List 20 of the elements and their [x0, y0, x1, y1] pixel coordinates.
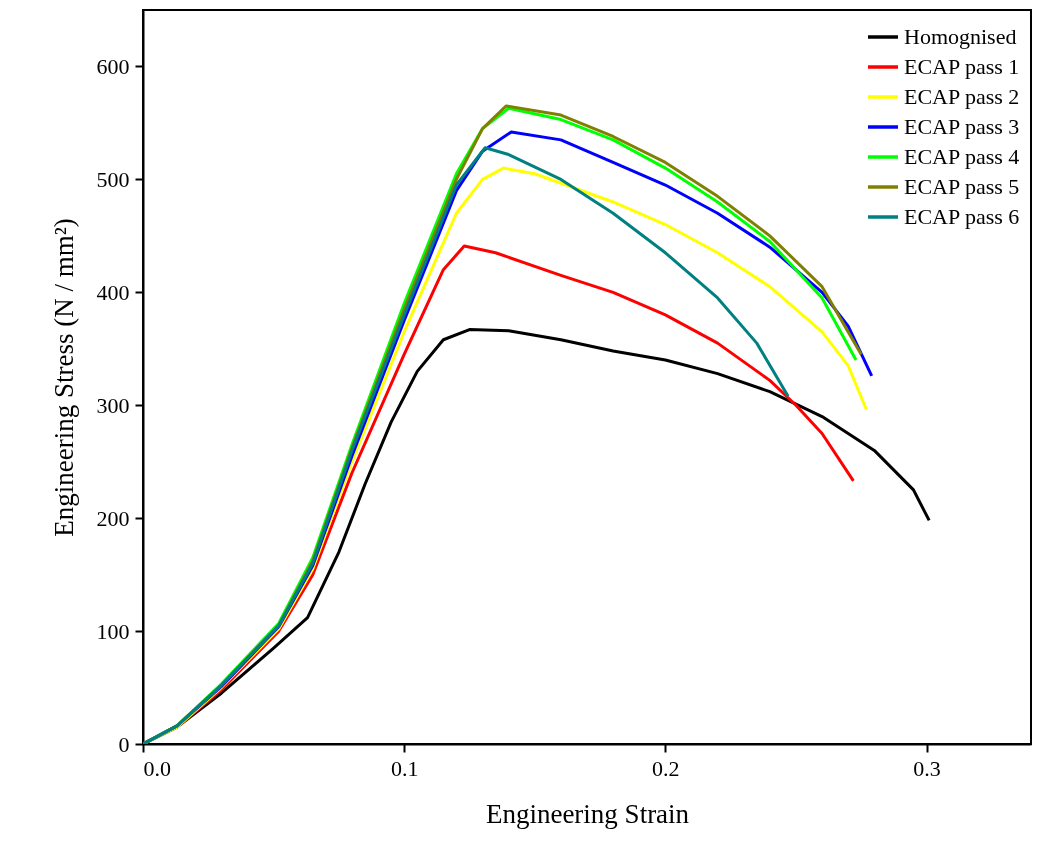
legend-label: ECAP pass 2 [904, 84, 1020, 109]
x-tick-label: 0.3 [913, 755, 941, 781]
legend-label: ECAP pass 3 [904, 114, 1020, 139]
y-tick-label: 600 [96, 53, 130, 79]
y-tick-label: 500 [96, 166, 130, 192]
y-tick-label: 400 [96, 279, 130, 305]
x-tick-label: 0.2 [652, 755, 680, 781]
legend-label: ECAP pass 5 [904, 174, 1020, 199]
y-tick-label: 0 [118, 731, 130, 757]
y-tick-label: 300 [96, 392, 130, 418]
legend-label: ECAP pass 6 [904, 204, 1020, 229]
x-tick-label: 0.0 [143, 755, 171, 781]
legend-label: ECAP pass 4 [904, 144, 1020, 169]
y-tick-label: 100 [96, 618, 130, 644]
x-axis-title: Engineering Strain [485, 798, 690, 829]
x-tick-label: 0.1 [390, 755, 419, 781]
y-axis-title: Engineering Stress (N / mm²) [48, 218, 79, 537]
y-tick-label: 200 [96, 505, 130, 531]
legend-label: Homognised [904, 24, 1017, 49]
legend-label: ECAP pass 1 [904, 54, 1020, 79]
